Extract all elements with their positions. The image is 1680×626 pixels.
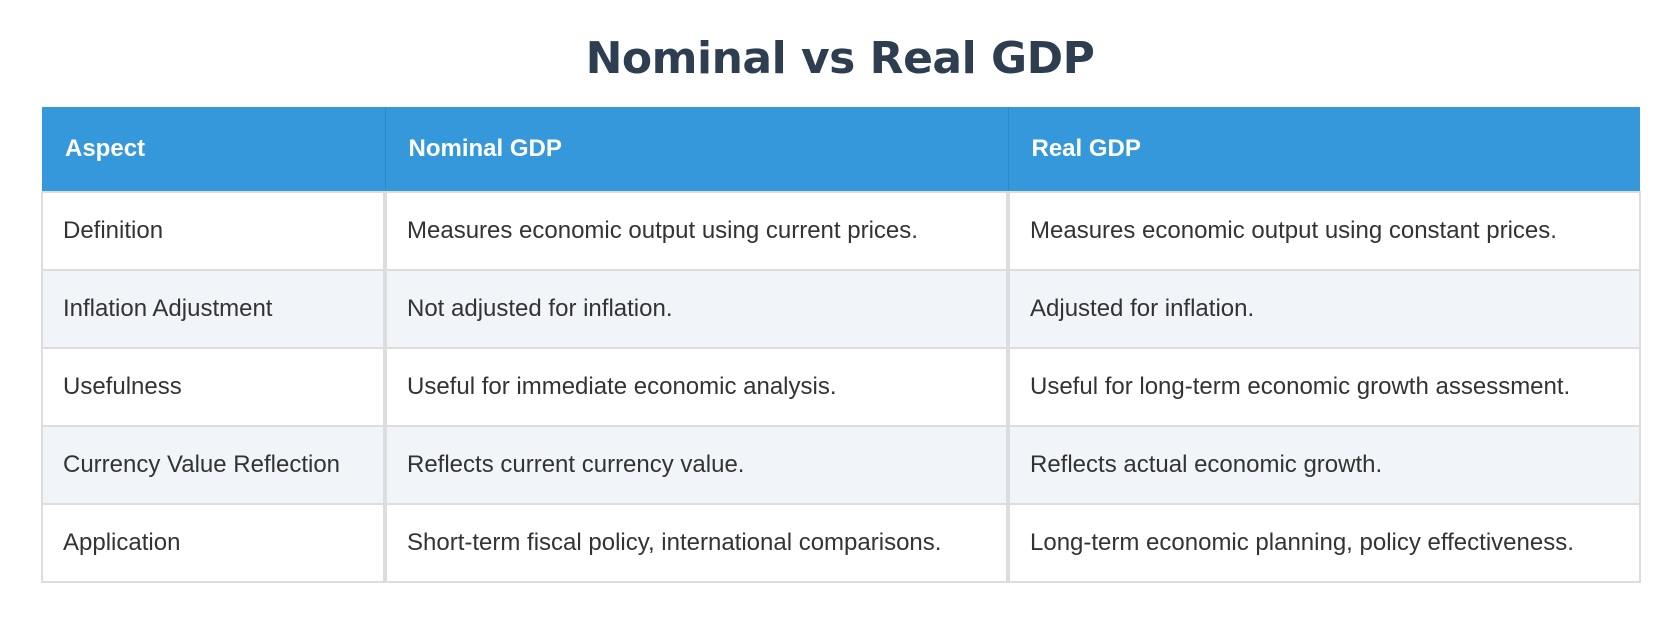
header-cell-nominal-gdp: Nominal GDP	[385, 107, 1009, 192]
real-gdp-cell: Measures economic output using constant …	[1007, 191, 1641, 271]
nominal-gdp-cell: Measures economic output using current p…	[384, 191, 1010, 271]
aspect-cell: Usefulness	[41, 347, 387, 427]
real-gdp-cell: Adjusted for inflation.	[1007, 269, 1641, 349]
table-header: Aspect Nominal GDP Real GDP	[42, 107, 1640, 192]
table-row: Definition Measures economic output usin…	[41, 191, 1641, 271]
real-gdp-cell: Long-term economic planning, policy effe…	[1007, 503, 1641, 583]
header-cell-aspect: Aspect	[42, 107, 386, 192]
table-row: Usefulness Useful for immediate economic…	[41, 347, 1641, 427]
table-row: Application Short-term fiscal policy, in…	[41, 503, 1641, 583]
aspect-cell: Currency Value Reflection	[41, 425, 387, 505]
header-cell-real-gdp: Real GDP	[1031, 135, 1141, 162]
comparison-table-container: Aspect Nominal GDP Real GDP Definition M…	[41, 107, 1641, 583]
real-gdp-cell: Useful for long-term economic growth ass…	[1007, 347, 1641, 427]
aspect-cell: Inflation Adjustment	[41, 269, 387, 349]
nominal-gdp-cell: Useful for immediate economic analysis.	[384, 347, 1010, 427]
real-gdp-cell: Reflects actual economic growth.	[1007, 425, 1641, 505]
nominal-gdp-cell: Short-term fiscal policy, international …	[384, 503, 1010, 583]
nominal-gdp-cell: Not adjusted for inflation.	[384, 269, 1010, 349]
table-row: Currency Value Reflection Reflects curre…	[41, 425, 1641, 505]
aspect-cell: Definition	[41, 191, 387, 271]
comparison-table: Aspect Nominal GDP Real GDP Definition M…	[41, 107, 1641, 583]
table-row: Inflation Adjustment Not adjusted for in…	[41, 269, 1641, 349]
aspect-cell: Application	[41, 503, 387, 583]
header-row: Aspect Nominal GDP Real GDP	[42, 107, 1640, 192]
nominal-gdp-cell: Reflects current currency value.	[384, 425, 1010, 505]
table-body: Definition Measures economic output usin…	[41, 191, 1641, 583]
page-title: Nominal vs Real GDP	[585, 33, 1095, 84]
